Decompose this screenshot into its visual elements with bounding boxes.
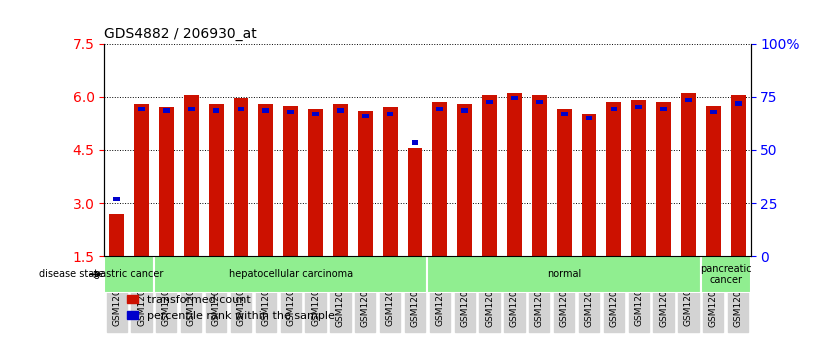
- Bar: [333, 104, 348, 256]
- Bar: [457, 104, 472, 256]
- Text: GDS4882 / 206930_at: GDS4882 / 206930_at: [104, 27, 257, 41]
- Bar: [511, 96, 518, 100]
- Bar: [636, 105, 642, 109]
- Text: disease state: disease state: [38, 269, 103, 280]
- Bar: [208, 104, 224, 256]
- Bar: [482, 95, 497, 256]
- Text: gastric cancer: gastric cancer: [94, 269, 163, 280]
- Bar: [288, 110, 294, 114]
- Bar: [259, 104, 274, 256]
- Bar: [308, 109, 323, 256]
- Text: normal: normal: [547, 269, 581, 280]
- Bar: [735, 101, 741, 106]
- Bar: [159, 107, 173, 256]
- Bar: [581, 114, 596, 256]
- Bar: [383, 107, 398, 256]
- Bar: [706, 106, 721, 256]
- Bar: [163, 109, 170, 113]
- Bar: [213, 109, 219, 113]
- Text: hepatocellular carcinoma: hepatocellular carcinoma: [229, 269, 353, 280]
- Bar: [109, 214, 124, 256]
- Bar: [134, 104, 149, 256]
- Bar: [412, 140, 419, 144]
- Bar: [408, 148, 423, 256]
- Bar: [486, 99, 493, 104]
- Text: pancreatic
cancer: pancreatic cancer: [700, 264, 751, 285]
- FancyBboxPatch shape: [154, 256, 428, 293]
- Bar: [681, 93, 696, 256]
- FancyBboxPatch shape: [701, 256, 751, 293]
- Bar: [238, 107, 244, 111]
- Bar: [183, 95, 198, 256]
- Bar: [731, 95, 746, 256]
- Bar: [631, 100, 646, 256]
- Bar: [532, 95, 547, 256]
- Bar: [661, 107, 667, 111]
- Bar: [284, 106, 299, 256]
- Bar: [337, 109, 344, 113]
- Bar: [358, 111, 373, 256]
- Bar: [188, 107, 194, 111]
- FancyBboxPatch shape: [104, 256, 154, 293]
- Bar: [560, 112, 567, 116]
- Bar: [610, 107, 617, 111]
- Bar: [710, 110, 716, 114]
- Bar: [585, 115, 592, 120]
- Bar: [656, 102, 671, 256]
- FancyBboxPatch shape: [428, 256, 701, 293]
- Bar: [461, 109, 468, 113]
- Bar: [557, 109, 571, 256]
- Bar: [362, 114, 369, 118]
- Bar: [685, 98, 692, 102]
- Bar: [263, 109, 269, 113]
- Legend: transformed count, percentile rank within the sample: transformed count, percentile rank withi…: [123, 290, 339, 325]
- Bar: [387, 112, 394, 116]
- Bar: [234, 98, 249, 256]
- Bar: [606, 102, 621, 256]
- Bar: [432, 102, 447, 256]
- Bar: [138, 107, 145, 111]
- Bar: [312, 112, 319, 116]
- Bar: [536, 99, 543, 104]
- Bar: [436, 107, 443, 111]
- Bar: [113, 197, 120, 201]
- Bar: [507, 93, 522, 256]
